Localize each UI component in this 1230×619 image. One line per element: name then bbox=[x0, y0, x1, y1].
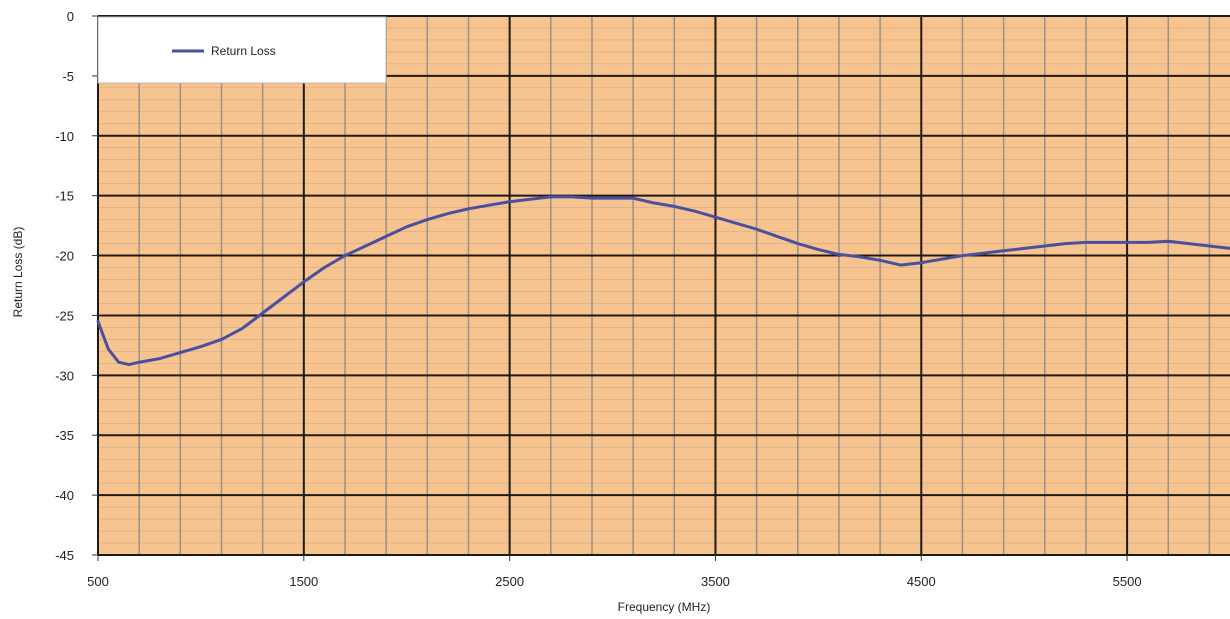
y-tick-label: -30 bbox=[55, 368, 74, 383]
legend-label: Return Loss bbox=[211, 44, 276, 58]
return-loss-line bbox=[96, 195, 1230, 367]
x-axis-ticks: 500 1500 2500 3500 4500 5500 bbox=[87, 555, 1142, 589]
x-tick-label: 4500 bbox=[907, 574, 936, 589]
legend: Return Loss bbox=[97, 16, 387, 84]
y-axis-ticks: 0 -5 -10 -15 -20 -25 -30 -35 -40 -45 bbox=[55, 9, 98, 563]
y-tick-label: 0 bbox=[67, 9, 74, 24]
y-tick-label: -25 bbox=[55, 308, 74, 323]
major-grid bbox=[97, 15, 1230, 556]
legend-box bbox=[97, 16, 387, 84]
y-tick-label: -5 bbox=[62, 69, 74, 84]
y-tick-label: -45 bbox=[55, 548, 74, 563]
y-tick-label: -15 bbox=[55, 189, 74, 204]
x-tick-label: 5500 bbox=[1113, 574, 1142, 589]
plot-area bbox=[98, 16, 1230, 555]
y-axis-label: Return Loss (dB) bbox=[11, 227, 25, 318]
y-tick-label: -40 bbox=[55, 488, 74, 503]
x-tick-label: 3500 bbox=[701, 574, 730, 589]
x-tick-label: 500 bbox=[87, 574, 109, 589]
y-tick-label: -35 bbox=[55, 428, 74, 443]
x-tick-label: 2500 bbox=[495, 574, 524, 589]
x-axis-label: Frequency (MHz) bbox=[618, 600, 711, 614]
x-tick-label: 1500 bbox=[289, 574, 318, 589]
y-tick-label: -20 bbox=[55, 249, 74, 264]
y-tick-label: -10 bbox=[55, 129, 74, 144]
